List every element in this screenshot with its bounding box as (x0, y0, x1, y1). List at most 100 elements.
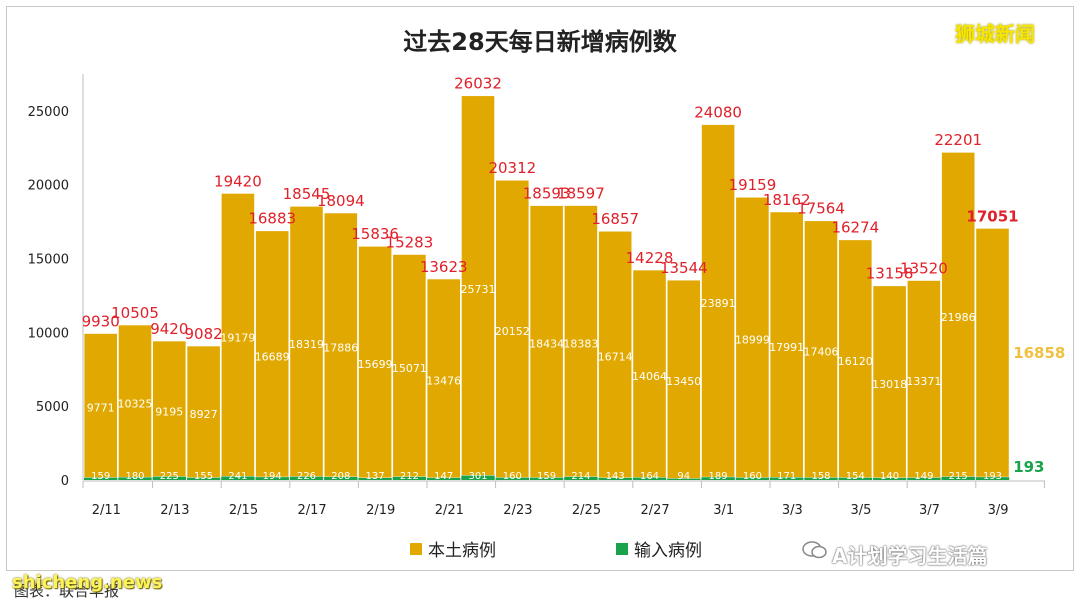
total-value-label: 10505 (111, 304, 159, 322)
legend-label-imported: 输入病例 (634, 541, 702, 561)
total-value-label: 9082 (185, 325, 223, 343)
total-value-label: 20312 (488, 159, 536, 177)
imported-value-label: 160 (743, 471, 762, 482)
bar-imported (118, 477, 152, 480)
y-tick-label: 5000 (36, 400, 69, 415)
bar-local (632, 269, 667, 478)
x-tick-label: 2/11 (92, 503, 121, 518)
bar-imported (392, 476, 427, 480)
x-tick-label: 3/5 (850, 503, 871, 518)
side-label-imported: 193 (1013, 458, 1044, 476)
x-tick-label: 3/9 (988, 503, 1009, 518)
y-tick-label: 15000 (28, 253, 69, 268)
imported-value-label: 154 (846, 471, 865, 482)
local-value-label: 18999 (735, 334, 770, 347)
bar-imported (255, 477, 289, 480)
local-value-label: 15071 (392, 362, 427, 375)
local-value-label: 13371 (906, 375, 941, 388)
chart-title: 过去28天每日新增病例数 (403, 28, 677, 56)
footnote: 图表：联合早报 (14, 582, 120, 600)
bar-imported (598, 477, 632, 480)
local-value-label: 9771 (87, 402, 115, 415)
bar-local (735, 196, 770, 479)
bar-imported (84, 477, 118, 480)
site-watermark: shicheng.news (12, 572, 163, 593)
local-value-label: 16120 (838, 355, 873, 368)
bar-local (323, 212, 358, 478)
bar-local (563, 205, 599, 478)
total-value-label: 9420 (150, 320, 188, 338)
bar-local (117, 324, 153, 478)
bar-local (357, 245, 393, 479)
total-value-label: 16883 (248, 210, 296, 228)
bar-local (495, 179, 530, 479)
bar-local (83, 332, 118, 479)
local-value-label: 18319 (289, 338, 324, 351)
imported-value-label: 193 (983, 471, 1002, 482)
total-value-label: 9930 (82, 312, 120, 330)
side-label-local: 16858 (1013, 344, 1065, 362)
y-axis: 0 5000 10000 15000 20000 25000 (28, 74, 84, 489)
x-tick-label: 3/7 (919, 503, 940, 518)
bar-imported (461, 475, 495, 480)
total-value-label: 19159 (729, 176, 777, 194)
local-value-label: 14064 (632, 370, 667, 383)
local-value-label: 17886 (323, 341, 358, 354)
local-value-label: 13018 (872, 378, 907, 391)
local-value-label: 18383 (563, 338, 598, 351)
x-tick-label: 2/21 (435, 503, 464, 518)
x-tick-label: 2/27 (640, 503, 669, 518)
bar-local (975, 227, 1010, 478)
bar-local (803, 220, 839, 479)
local-value-label: 17406 (804, 345, 839, 358)
bar-local (838, 239, 873, 479)
y-tick-label: 10000 (28, 326, 69, 341)
bar-local (598, 230, 633, 479)
local-value-label: 15699 (358, 358, 393, 371)
total-value-label: 13520 (900, 259, 948, 277)
imported-value-label: 147 (434, 471, 453, 482)
total-value-label: 18545 (283, 185, 331, 203)
total-value-label: 18593 (523, 184, 571, 202)
imported-value-label: 212 (400, 471, 419, 482)
total-value-label: 13158 (866, 265, 914, 283)
legend-swatch-local (410, 542, 422, 555)
local-value-label: 18434 (529, 338, 564, 351)
total-value-label: 17051 (966, 207, 1018, 225)
bar-local (186, 345, 221, 479)
data-labels: 159 9771 9930 180 10325 10505 225 9195 9420 155 89… (82, 75, 1066, 482)
bar-local (289, 205, 324, 478)
total-value-label: 22201 (934, 131, 982, 149)
bar-imported (701, 477, 735, 480)
x-tick-label: 2/17 (297, 503, 326, 518)
total-value-label: 17564 (797, 200, 845, 218)
local-value-label: 9195 (155, 405, 183, 418)
channel-watermark: A计划学习生活篇 (832, 544, 988, 568)
bar-imported (838, 477, 872, 480)
local-value-label: 21986 (941, 311, 976, 324)
imported-value-label: 214 (571, 471, 590, 482)
total-value-label: 15836 (351, 225, 399, 243)
legend-swatch-imported (616, 542, 628, 555)
imported-value-label: 171 (777, 471, 796, 482)
x-tick-label: 3/3 (782, 503, 803, 518)
local-value-label: 17991 (769, 341, 804, 354)
bar-local (460, 95, 496, 476)
local-value-label: 8927 (190, 408, 218, 421)
imported-value-label: 180 (125, 471, 144, 482)
y-tick-label: 20000 (28, 179, 69, 194)
total-value-label: 15283 (386, 233, 434, 251)
x-tick-label: 2/25 (572, 503, 601, 518)
x-tick-label: 3/1 (713, 503, 734, 518)
imported-value-label: 189 (709, 471, 728, 482)
bars-group (83, 95, 1010, 480)
imported-value-label: 301 (468, 471, 487, 482)
local-value-label: 25731 (461, 283, 496, 296)
imported-value-label: 215 (949, 471, 968, 482)
brand-logo-text: 狮城新闻 (955, 22, 1035, 46)
legend-item-imported: 输入病例 (616, 536, 702, 561)
bar-imported (941, 476, 975, 480)
bar-imported (804, 477, 838, 480)
bar-local (906, 279, 942, 479)
